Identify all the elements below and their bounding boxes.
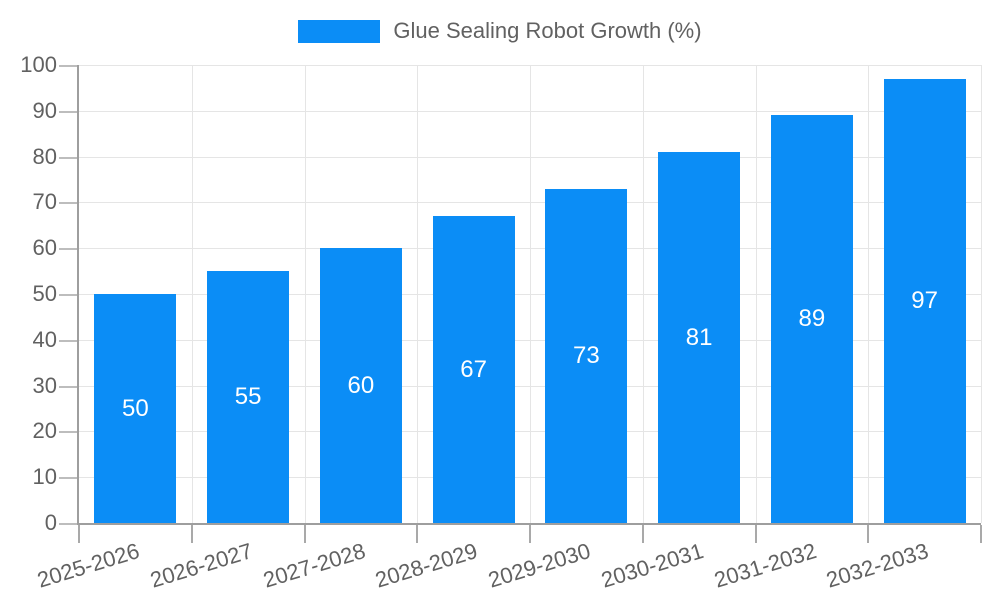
x-axis-tick bbox=[190, 525, 193, 543]
x-tick-label: 2031-2032 bbox=[710, 538, 819, 593]
y-axis-tick bbox=[59, 339, 77, 342]
plot-area: 0 10 20 30 40 50 60 70 80 90 100 50 55 60 67 73 81 89 97 20… bbox=[20, 52, 982, 593]
y-tick-label: 30 bbox=[32, 372, 57, 398]
y-tick-label: 70 bbox=[32, 189, 57, 215]
y-axis-tick bbox=[59, 477, 77, 480]
x-tick-label: 2029-2030 bbox=[485, 538, 594, 593]
bar: 67 bbox=[432, 216, 515, 523]
x-tick-label: 2028-2029 bbox=[372, 538, 481, 593]
x-axis-tick bbox=[78, 525, 80, 543]
bar-value-label: 81 bbox=[685, 323, 713, 351]
bar: 73 bbox=[545, 188, 628, 523]
y-axis-tick bbox=[59, 202, 77, 205]
legend-label: Glue Sealing Robot Growth (%) bbox=[393, 18, 702, 43]
x-tick-label: 2030-2031 bbox=[598, 538, 707, 593]
y-tick-label: 100 bbox=[20, 52, 57, 77]
x-gridline bbox=[191, 65, 193, 523]
bar-value-label: 55 bbox=[234, 383, 262, 411]
bar-value-label: 97 bbox=[911, 286, 938, 314]
y-axis-tick bbox=[59, 385, 77, 388]
y-axis-tick bbox=[59, 431, 77, 434]
x-gridline bbox=[417, 65, 419, 523]
y-axis-tick bbox=[59, 156, 77, 159]
y-tick-label: 80 bbox=[32, 143, 57, 169]
bar: 97 bbox=[883, 78, 966, 523]
x-gridline bbox=[530, 65, 531, 523]
x-axis-tick bbox=[529, 525, 531, 543]
legend-swatch bbox=[298, 19, 381, 43]
y-tick-label: 40 bbox=[32, 326, 57, 352]
y-tick-label: 10 bbox=[32, 464, 57, 490]
y-tick-label: 0 bbox=[44, 510, 57, 535]
y-tick-label: 60 bbox=[32, 235, 57, 261]
bar-value-label: 73 bbox=[573, 341, 600, 369]
y-axis-tick bbox=[59, 65, 77, 67]
x-gridline bbox=[981, 65, 982, 523]
bar: 60 bbox=[319, 248, 402, 523]
x-axis-tick bbox=[416, 525, 419, 543]
bar-value-label: 50 bbox=[122, 394, 149, 422]
y-axis-tick bbox=[59, 294, 77, 296]
x-axis-tick bbox=[754, 525, 757, 543]
bar-value-label: 60 bbox=[347, 371, 375, 399]
x-axis-tick bbox=[867, 525, 870, 543]
y-tick-label: 20 bbox=[32, 418, 57, 444]
y-tick-label: 90 bbox=[32, 97, 57, 123]
y-axis-tick bbox=[59, 248, 77, 251]
bar: 50 bbox=[94, 294, 177, 523]
bar: 89 bbox=[770, 115, 853, 523]
y-axis-tick bbox=[59, 523, 77, 525]
y-tick-label: 50 bbox=[32, 281, 57, 306]
legend: Glue Sealing Robot Growth (%) bbox=[0, 18, 1000, 44]
x-gridline bbox=[304, 65, 306, 523]
x-axis-tick bbox=[980, 525, 982, 543]
bar-value-label: 67 bbox=[460, 355, 487, 383]
x-gridline bbox=[642, 65, 644, 523]
x-tick-label: 2025-2026 bbox=[34, 538, 143, 593]
x-tick-label: 2032-2033 bbox=[823, 538, 932, 593]
bar: 55 bbox=[207, 271, 290, 523]
x-axis-tick bbox=[303, 525, 306, 543]
x-axis-tick bbox=[641, 525, 644, 543]
bar-value-label: 89 bbox=[798, 305, 826, 333]
x-gridline bbox=[868, 65, 870, 523]
x-gridline bbox=[755, 65, 757, 523]
bar: 81 bbox=[658, 152, 741, 523]
x-tick-label: 2027-2028 bbox=[259, 538, 368, 593]
x-tick-label: 2026-2027 bbox=[147, 538, 256, 593]
y-axis-tick bbox=[59, 110, 77, 113]
